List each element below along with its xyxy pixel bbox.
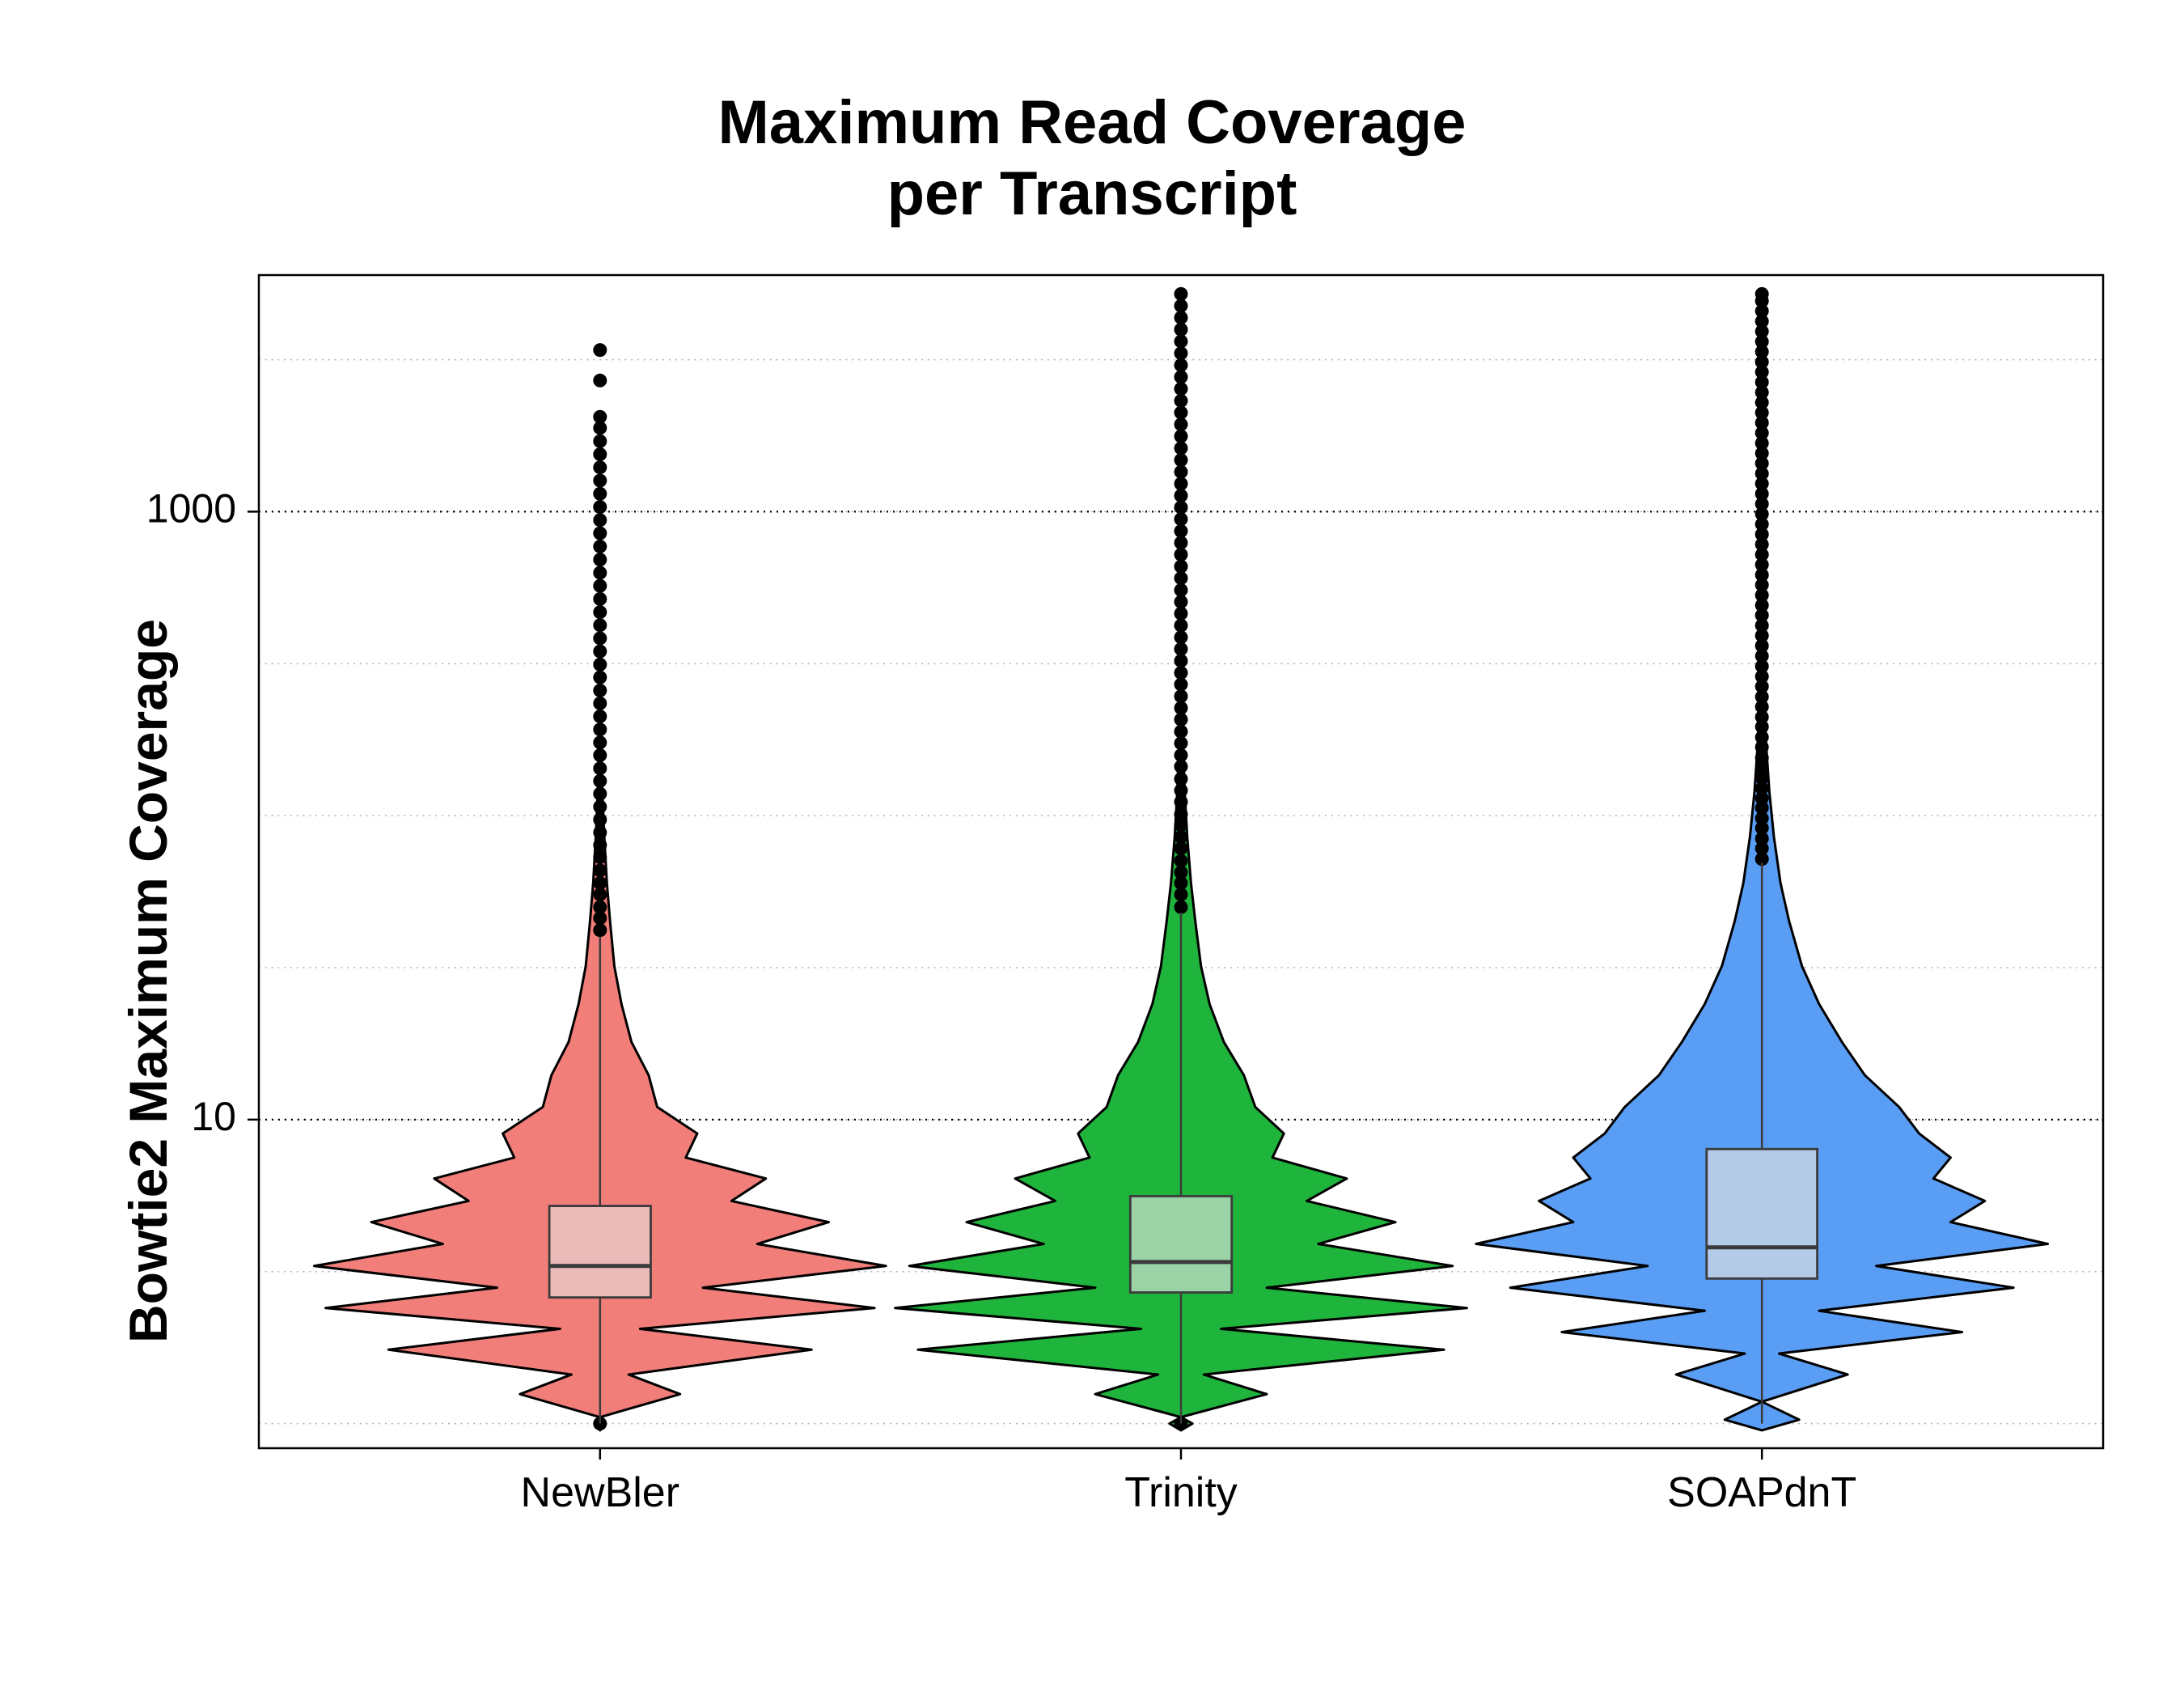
outlier-point	[1175, 346, 1188, 360]
outlier-point	[1175, 701, 1188, 715]
outlier-point	[593, 787, 607, 801]
outlier-point	[1175, 417, 1188, 431]
outlier-point	[593, 710, 607, 723]
outlier-point	[1175, 854, 1188, 868]
x-tick-label: Trinity	[1124, 1469, 1238, 1516]
outlier-point	[1175, 441, 1188, 455]
outlier-point	[1175, 607, 1188, 621]
outlier-point	[593, 838, 607, 852]
outlier-point	[1175, 666, 1188, 680]
outlier-point	[1175, 595, 1188, 608]
outlier-point	[1175, 560, 1188, 574]
outlier-point	[593, 460, 607, 474]
outlier-point	[1175, 405, 1188, 419]
outlier-point	[593, 540, 607, 553]
outlier-point	[1175, 807, 1188, 821]
outlier-point	[593, 863, 607, 877]
outlier-point	[1175, 489, 1188, 502]
outlier-point	[593, 697, 607, 710]
outlier-point	[593, 774, 607, 788]
outlier-point	[593, 592, 607, 606]
outlier-point	[1175, 630, 1188, 644]
outlier-point	[593, 631, 607, 645]
outlier-point	[1175, 430, 1188, 443]
outlier-point	[593, 900, 607, 914]
outlier-point	[1175, 453, 1188, 467]
boxplot-box-soapdnt	[1707, 1149, 1818, 1278]
outlier-point	[1175, 382, 1188, 396]
outlier-point	[1175, 548, 1188, 561]
outlier-point	[593, 527, 607, 540]
outlier-point	[593, 579, 607, 593]
outlier-point	[593, 618, 607, 632]
outlier-point	[593, 434, 607, 448]
boxplot-box-trinity	[1130, 1196, 1231, 1292]
outlier-point	[593, 876, 607, 890]
outlier-point	[1175, 465, 1188, 479]
outlier-point	[593, 343, 607, 357]
outlier-point	[1175, 678, 1188, 692]
outlier-point	[1175, 571, 1188, 585]
x-tick-label: SOAPdnT	[1667, 1469, 1856, 1516]
outlier-point	[1175, 830, 1188, 844]
outlier-point	[1755, 287, 1769, 301]
outlier-point	[593, 671, 607, 684]
outlier-point	[1175, 299, 1188, 312]
x-tick-label: NewBler	[521, 1469, 680, 1516]
outlier-point	[1175, 772, 1188, 786]
outlier-point	[593, 850, 607, 864]
outlier-point	[1175, 287, 1188, 301]
outlier-point	[593, 474, 607, 488]
outlier-point	[1175, 394, 1188, 408]
outlier-point	[593, 500, 607, 514]
outlier-point	[1175, 619, 1188, 633]
outlier-point	[1175, 323, 1188, 337]
outlier-point	[1175, 335, 1188, 349]
outlier-point	[593, 447, 607, 461]
outlier-point	[1175, 358, 1188, 372]
outlier-point	[593, 658, 607, 672]
outlier-point	[1175, 748, 1188, 762]
outlier-point	[1175, 512, 1188, 526]
outlier-point	[1175, 642, 1188, 656]
outlier-point	[593, 645, 607, 659]
outlier-point	[593, 722, 607, 736]
outlier-point	[1175, 477, 1188, 490]
outlier-point	[593, 923, 607, 937]
outlier-point	[1175, 311, 1188, 324]
boxplot-box-newbler	[549, 1206, 650, 1298]
y-tick-label: 10	[191, 1094, 236, 1139]
violin-plot: 10 1000 NewBler Trinity SOAPdnT	[0, 0, 2184, 1699]
outlier-point	[1175, 501, 1188, 515]
outlier-point	[1175, 371, 1188, 384]
outlier-point	[1175, 583, 1188, 597]
outlier-point	[593, 566, 607, 580]
outlier-point	[593, 813, 607, 827]
outlier-point	[593, 800, 607, 814]
outlier-point	[1175, 725, 1188, 739]
outlier-point	[593, 735, 607, 749]
y-tick-label: 1000	[146, 486, 236, 532]
outlier-point	[593, 374, 607, 388]
outlier-point	[593, 748, 607, 762]
outlier-point	[1175, 689, 1188, 703]
outlier-point	[593, 825, 607, 839]
outlier-point	[593, 684, 607, 697]
outlier-point	[1175, 654, 1188, 667]
outlier-point	[593, 487, 607, 501]
outlier-point	[593, 513, 607, 527]
outlier-point	[593, 410, 607, 424]
outlier-point	[593, 553, 607, 566]
outlier-point	[593, 605, 607, 619]
outlier-point	[1175, 524, 1188, 538]
outlier-point	[593, 761, 607, 775]
outlier-point	[1175, 900, 1188, 914]
